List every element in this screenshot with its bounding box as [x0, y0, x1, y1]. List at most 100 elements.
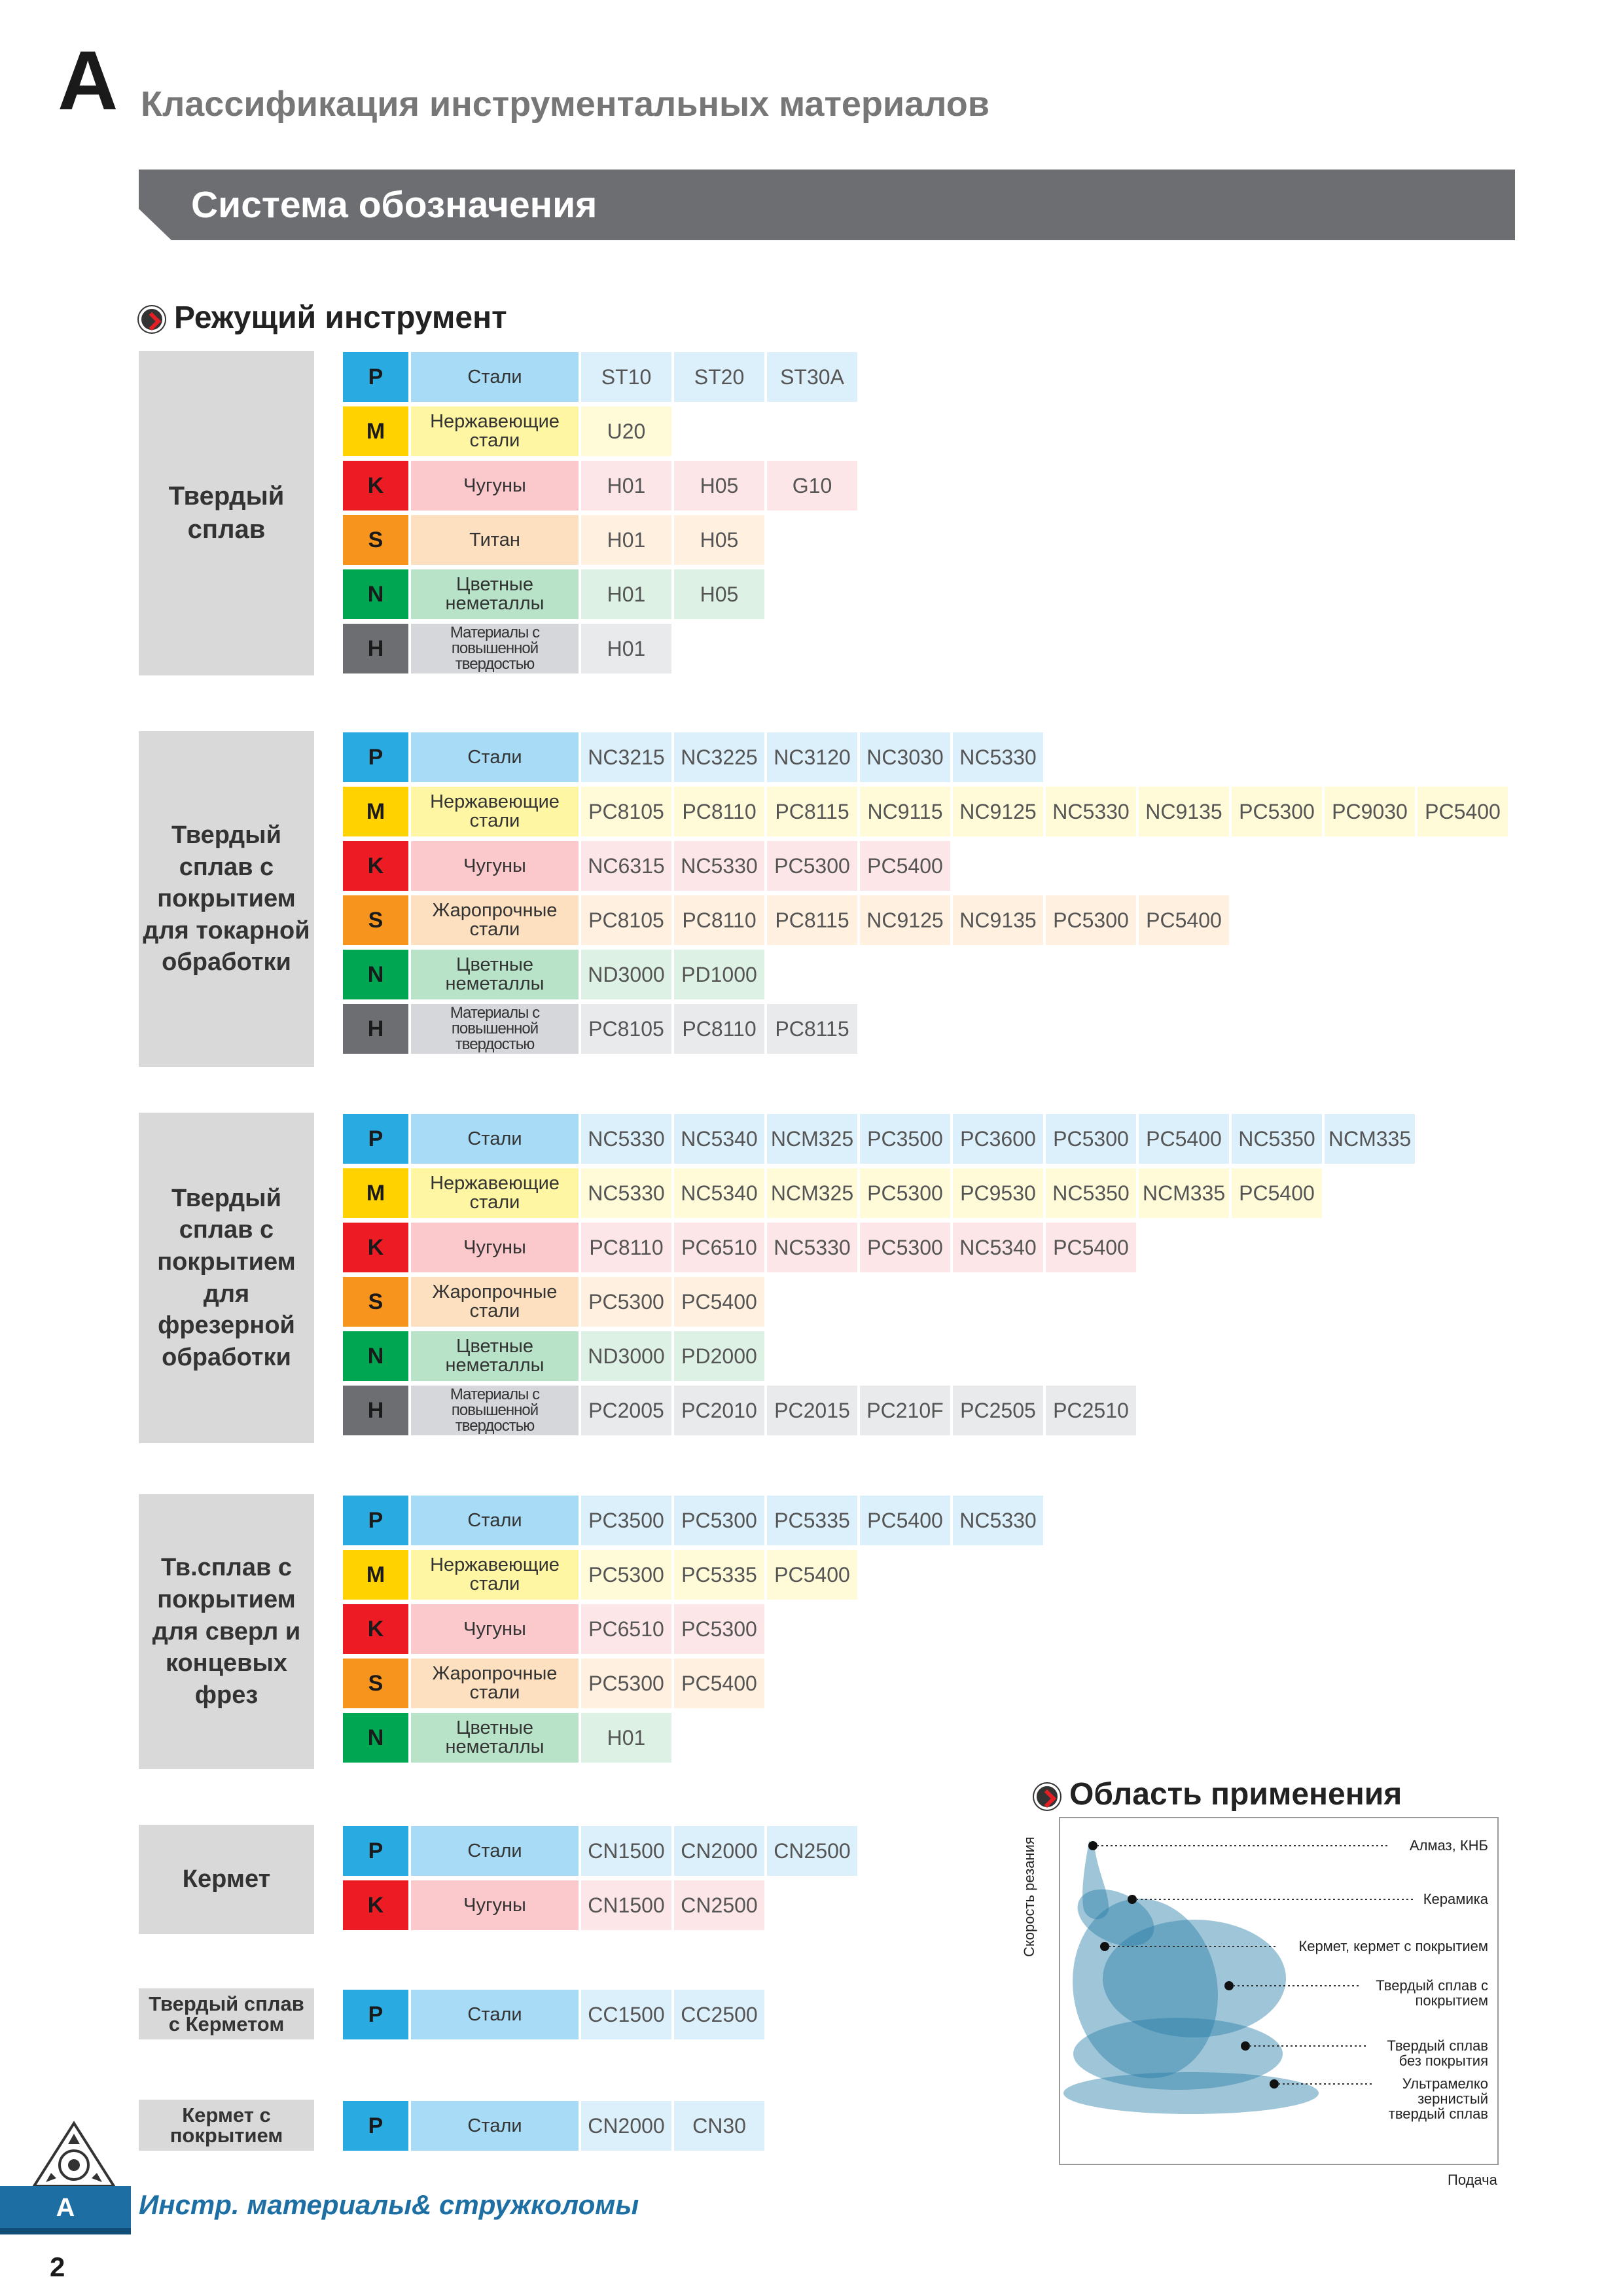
x-axis-label: Подача	[1448, 2172, 1497, 2188]
table-row: K Чугуны NC6315 NC5330 PC5300 PC5400	[343, 841, 953, 891]
grade-cell: H01	[581, 515, 671, 565]
iso-code-badge: P	[343, 1496, 408, 1545]
grade-cell: PC3500	[581, 1496, 671, 1545]
iso-code-badge: K	[343, 1604, 408, 1654]
iso-code-badge: S	[343, 1277, 408, 1327]
grade-cell: H01	[581, 624, 671, 673]
table-row: P Стали NC5330 NC5340 NCM325 PC3500 PC3600 PC53…	[343, 1114, 1418, 1164]
grade-cell: NC3225	[674, 732, 764, 782]
grade-cell: NC9125	[953, 787, 1043, 836]
iso-code-badge: H	[343, 1386, 408, 1435]
y-axis-label: Скорость резания	[1021, 1837, 1037, 1957]
grade-cell: NC5330	[953, 732, 1043, 782]
grade-cell: NCM325	[767, 1114, 857, 1164]
grade-cell: H05	[674, 461, 764, 511]
section-banner	[139, 170, 1515, 240]
grade-cell: H05	[674, 569, 764, 619]
table-row: P Стали ST10 ST20 ST30A	[343, 352, 860, 402]
iso-code-badge: M	[343, 406, 408, 456]
marker-dot	[1088, 1841, 1097, 1850]
material-label: Титан	[411, 515, 579, 565]
grade-cell: CN2000	[581, 2101, 671, 2151]
group-title: Твердый сплав с покрытием для фрезерной …	[139, 1113, 314, 1443]
iso-code-badge: N	[343, 1331, 408, 1381]
iso-code-badge: S	[343, 515, 408, 565]
material-label: Стали	[411, 732, 579, 782]
application-chart: Алмаз, КНБ Керамика Кермет, кермет с пок…	[1059, 1817, 1499, 2165]
iso-code-badge: N	[343, 950, 408, 999]
ultrafine-carbide-area	[1063, 2072, 1319, 2114]
grade-cell: PC5335	[767, 1496, 857, 1545]
grade-cell: H01	[581, 1713, 671, 1763]
table-row: M Нержавеющие стали PC8105 PC8110 PC8115 NC91…	[343, 787, 1510, 836]
material-label: Цветные неметаллы	[411, 1331, 579, 1381]
grade-cell: PC5400	[860, 841, 950, 891]
table-row: S Жаропрочные стали PC5300 PC5400	[343, 1277, 767, 1327]
table-row: K Чугуны CN1500 CN2500	[343, 1880, 767, 1930]
grade-cell: PC9530	[953, 1168, 1043, 1218]
label-ultrafine-carbide: Ультрамелко зернистый твердый сплав	[1388, 2075, 1488, 2123]
grade-cell: ST20	[674, 352, 764, 402]
coated-carbide-area	[1103, 1920, 1286, 2037]
grade-cell: PC5300	[1232, 787, 1322, 836]
grade-cell: CC2500	[674, 1990, 764, 2039]
grade-cell: NC3215	[581, 732, 671, 782]
group-title: Тв.сплав с покрытием для сверл и концевы…	[139, 1494, 314, 1769]
iso-code-badge: M	[343, 1168, 408, 1218]
grade-cell: PC8110	[674, 787, 764, 836]
diamond-cbn-area	[1082, 1841, 1109, 1920]
material-label: Цветные неметаллы	[411, 950, 579, 999]
material-label: Нержавеющие стали	[411, 1168, 579, 1218]
iso-code-badge: K	[343, 841, 408, 891]
label-cermet: Кермет, кермет с покрытием	[1298, 1938, 1488, 1954]
grade-cell: CN2500	[674, 1880, 764, 1930]
marker-dot	[1100, 1942, 1109, 1951]
iso-code-badge: N	[343, 1713, 408, 1763]
material-label: Материалы с повышенной твердостью	[411, 1004, 579, 1054]
insert-logo-icon	[31, 2121, 116, 2193]
table-row: P Стали CN1500 CN2000 CN2500	[343, 1826, 860, 1876]
grade-cell: NC5330	[581, 1168, 671, 1218]
grade-cell: U20	[581, 406, 671, 456]
grade-cell: PC2505	[953, 1386, 1043, 1435]
grade-cell: PC2005	[581, 1386, 671, 1435]
iso-code-badge: H	[343, 624, 408, 673]
table-row: K Чугуны PC6510 PC5300	[343, 1604, 767, 1654]
table-row: P Стали CN2000 CN30	[343, 2101, 767, 2151]
grade-cell: G10	[767, 461, 857, 511]
grade-cell: CN30	[674, 2101, 764, 2151]
iso-code-badge: P	[343, 1826, 408, 1876]
table-row: P Стали NC3215 NC3225 NC3120 NC3030 NC5330	[343, 732, 1046, 782]
grade-cell: PC5400	[767, 1550, 857, 1600]
arrow-circle-icon	[139, 306, 165, 332]
footer-rule	[0, 2228, 131, 2234]
table-row: S Жаропрочные стали PC5300 PC5400	[343, 1659, 767, 1708]
marker-dot	[1241, 2041, 1250, 2051]
grade-cell: PC8110	[674, 895, 764, 945]
iso-code-badge: S	[343, 895, 408, 945]
grade-cell: PC8115	[767, 1004, 857, 1054]
table-row: N Цветные неметаллы ND3000 PD2000	[343, 1331, 767, 1381]
grade-cell: CC1500	[581, 1990, 671, 2039]
grade-cell: PC5300	[860, 1168, 950, 1218]
grade-cell: H05	[674, 515, 764, 565]
grade-cell: NC5330	[674, 841, 764, 891]
group-title: Кермет с покрытием	[139, 2100, 314, 2151]
grade-cell: NC3120	[767, 732, 857, 782]
grade-cell: NC5350	[1232, 1114, 1322, 1164]
grade-cell: PC8115	[767, 895, 857, 945]
application-heading: Область применения	[1069, 1777, 1402, 1812]
uncoated-carbide-area	[1073, 2018, 1283, 2090]
grade-cell: NCM325	[767, 1168, 857, 1218]
label-diamond-cbn: Алмаз, КНБ	[1409, 1837, 1488, 1854]
grade-cell: PC5335	[674, 1550, 764, 1600]
table-row: S Жаропрочные стали PC8105 PC8110 PC8115 NC91…	[343, 895, 1232, 945]
table-row: H Материалы с повышенной твердостью H01	[343, 624, 674, 673]
material-label: Чугуны	[411, 1604, 579, 1654]
material-label: Стали	[411, 1496, 579, 1545]
grade-cell: NC5340	[674, 1114, 764, 1164]
table-row: H Материалы с повышенной твердостью PC8105…	[343, 1004, 860, 1054]
footer-title: Инстр. материалы& стружколомы	[139, 2189, 639, 2220]
material-label: Жаропрочные стали	[411, 1277, 579, 1327]
grade-cell: NCM335	[1325, 1114, 1415, 1164]
